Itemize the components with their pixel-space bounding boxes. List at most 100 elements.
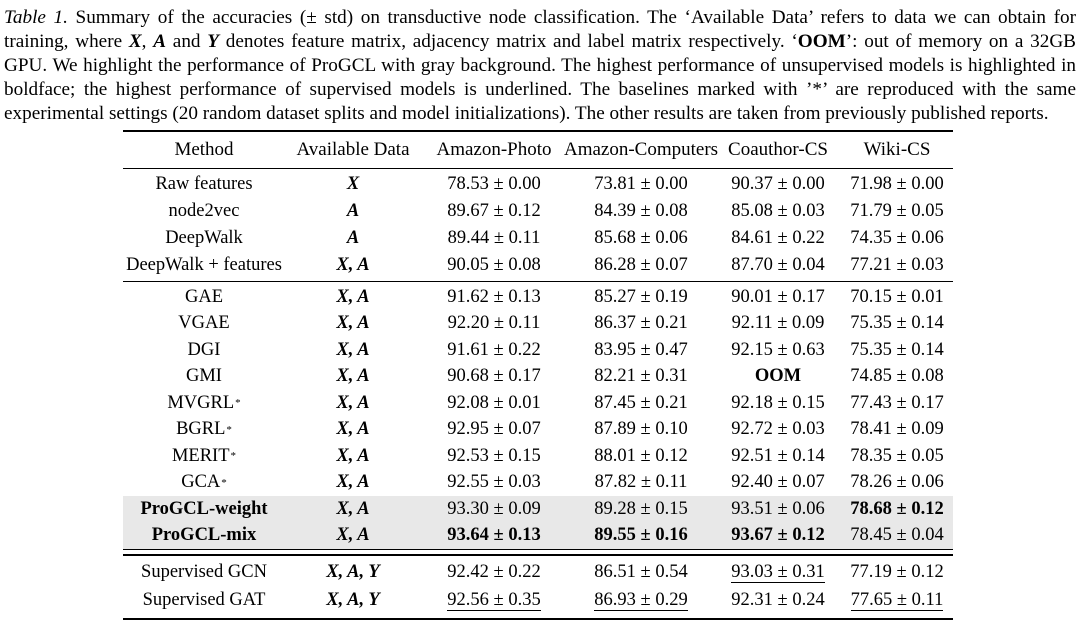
value-cell: 89.55 ± 0.16	[594, 525, 688, 546]
table-row: ProGCL-mix X, A 93.64 ± 0.13 89.55 ± 0.16 93…	[123, 522, 953, 549]
value-cell: 89.28 ± 0.15	[594, 498, 688, 519]
method-cell: Supervised GAT	[142, 590, 266, 610]
value-cell: 74.35 ± 0.06	[850, 228, 944, 248]
available-data-cell: A	[346, 201, 360, 221]
value-cell: 92.51 ± 0.14	[731, 445, 825, 466]
method-cell: GMI	[186, 366, 222, 387]
method-cell: Raw features	[155, 174, 253, 194]
value-cell: 86.37 ± 0.21	[594, 313, 688, 334]
group-unsupervised-methods: GAE X, A 91.62 ± 0.13 85.27 ± 0.19 90.01 ± 0…	[123, 282, 953, 549]
table-row: node2vec A 89.67 ± 0.12 84.39 ± 0.08 85.08 ±…	[123, 198, 953, 225]
group-traditional-methods: Raw features X 78.53 ± 0.00 73.81 ± 0.00 90.…	[123, 169, 953, 281]
value-cell: 92.56 ± 0.35	[447, 590, 541, 611]
value-cell: OOM	[754, 366, 802, 387]
method-cell: DeepWalk + features	[126, 255, 282, 275]
value-cell: 78.35 ± 0.05	[850, 445, 944, 466]
value-cell: 89.67 ± 0.12	[447, 201, 541, 221]
method-cell: Supervised GCN	[141, 562, 267, 582]
bottom-rule	[123, 617, 953, 620]
value-cell: 85.68 ± 0.06	[594, 228, 688, 248]
value-cell: 85.27 ± 0.19	[594, 286, 688, 307]
available-data-cell: X, A	[336, 525, 370, 546]
value-cell: 87.89 ± 0.10	[594, 419, 688, 440]
value-cell: 92.11 ± 0.09	[731, 313, 825, 334]
header-rule	[123, 168, 953, 169]
available-data-cell: X, A	[336, 366, 370, 387]
column-header-amazon-photo: Amazon-Photo	[436, 139, 552, 160]
available-data-cell: X, A	[336, 286, 370, 307]
value-cell: 87.45 ± 0.21	[594, 392, 688, 413]
available-data-cell: X, A	[336, 498, 370, 519]
value-cell: 77.21 ± 0.03	[850, 255, 944, 275]
value-cell: 92.95 ± 0.07	[447, 419, 541, 440]
method-cell: ProGCL-weight	[140, 498, 268, 519]
method-cell: GAE	[184, 286, 224, 307]
value-cell: 92.42 ± 0.22	[447, 562, 541, 582]
available-data-cell: X, A, Y	[326, 590, 380, 610]
caption-text: denotes feature matrix, adjacency matrix…	[219, 31, 798, 52]
top-rule	[123, 130, 953, 132]
value-cell: 86.28 ± 0.07	[594, 255, 688, 275]
available-data-cell: X, A	[336, 472, 370, 493]
column-header-wiki-cs: Wiki-CS	[863, 139, 931, 160]
value-cell: 92.20 ± 0.11	[447, 313, 541, 334]
value-cell: 90.68 ± 0.17	[447, 366, 541, 387]
mid-rule	[123, 281, 953, 282]
available-data-cell: X, A	[336, 313, 370, 334]
value-cell: 71.79 ± 0.05	[850, 201, 944, 221]
table-row: MVGRL * X, A 92.08 ± 0.01 87.45 ± 0.21 92.18 …	[123, 390, 953, 417]
caption-oom-label: OOM	[797, 31, 846, 52]
available-data-cell: X, A	[336, 419, 370, 440]
table-row: Supervised GAT X, A, Y 92.56 ± 0.35 86.93 ±…	[123, 587, 953, 615]
available-data-cell: X	[346, 174, 360, 194]
column-header-amazon-computers: Amazon-Computers	[563, 139, 719, 160]
value-cell: 75.35 ± 0.14	[850, 313, 944, 334]
value-cell: 92.08 ± 0.01	[447, 392, 541, 413]
value-cell: 77.65 ± 0.11	[850, 590, 944, 611]
value-cell: 93.51 ± 0.06	[731, 498, 825, 519]
column-header-method: Method	[174, 139, 234, 160]
value-cell: 90.37 ± 0.00	[731, 174, 825, 194]
value-cell: 77.43 ± 0.17	[850, 392, 944, 413]
value-cell: 93.67 ± 0.12	[731, 525, 825, 546]
value-cell: 93.03 ± 0.31	[731, 562, 825, 583]
caption-table-label: Table 1.	[4, 7, 68, 28]
value-cell: 90.01 ± 0.17	[731, 286, 825, 307]
value-cell: 77.19 ± 0.12	[850, 562, 944, 582]
table-row: MERIT * X, A 92.53 ± 0.15 88.01 ± 0.12 92.51 …	[123, 443, 953, 470]
available-data-cell: X, A	[336, 339, 370, 360]
value-cell: 92.15 ± 0.63	[731, 339, 825, 360]
value-cell: 88.01 ± 0.12	[594, 445, 688, 466]
value-cell: 91.61 ± 0.22	[447, 339, 541, 360]
results-table: Method Available Data Amazon-Photo Amazo…	[123, 130, 953, 620]
value-cell: 93.30 ± 0.09	[447, 498, 541, 519]
available-data-cell: X, A	[336, 445, 370, 466]
method-cell: node2vec	[168, 201, 240, 221]
value-cell: 86.51 ± 0.54	[594, 562, 688, 582]
math-symbol-y: Y	[207, 31, 219, 52]
table-row: DGI X, A 91.61 ± 0.22 83.95 ± 0.47 92.15 ± 0…	[123, 337, 953, 364]
value-cell: 90.05 ± 0.08	[447, 255, 541, 275]
value-cell: 91.62 ± 0.13	[447, 286, 541, 307]
table-row: ProGCL-weight X, A 93.30 ± 0.09 89.28 ± 0.1…	[123, 496, 953, 523]
method-cell: BGRL *	[176, 419, 232, 440]
value-cell: 84.61 ± 0.22	[731, 228, 825, 248]
value-cell: 70.15 ± 0.01	[850, 286, 944, 307]
table-row: GCA * X, A 92.55 ± 0.03 87.82 ± 0.11 92.40 ± …	[123, 470, 953, 497]
method-cell: GCA *	[181, 472, 227, 493]
group-supervised-methods: Supervised GCN X, A, Y 92.42 ± 0.22 86.51 ±…	[123, 556, 953, 618]
value-cell: 78.26 ± 0.06	[850, 472, 944, 493]
value-cell: 87.70 ± 0.04	[731, 255, 825, 275]
column-header-available-data: Available Data	[296, 139, 410, 160]
value-cell: 75.35 ± 0.14	[850, 339, 944, 360]
math-symbol-x: X	[128, 31, 142, 52]
value-cell: 92.31 ± 0.24	[731, 590, 825, 610]
value-cell: 78.68 ± 0.12	[850, 498, 944, 519]
table-caption: Table 1. Summary of the accuracies (± st…	[4, 6, 1076, 126]
value-cell: 82.21 ± 0.31	[594, 366, 688, 387]
caption-text: ’: out of memory on a 32GB GPU. We highl…	[4, 31, 1076, 124]
caption-text: ,	[141, 31, 154, 52]
value-cell: 78.41 ± 0.09	[850, 419, 944, 440]
available-data-cell: X, A	[336, 255, 370, 275]
method-cell: DGI	[187, 339, 221, 360]
